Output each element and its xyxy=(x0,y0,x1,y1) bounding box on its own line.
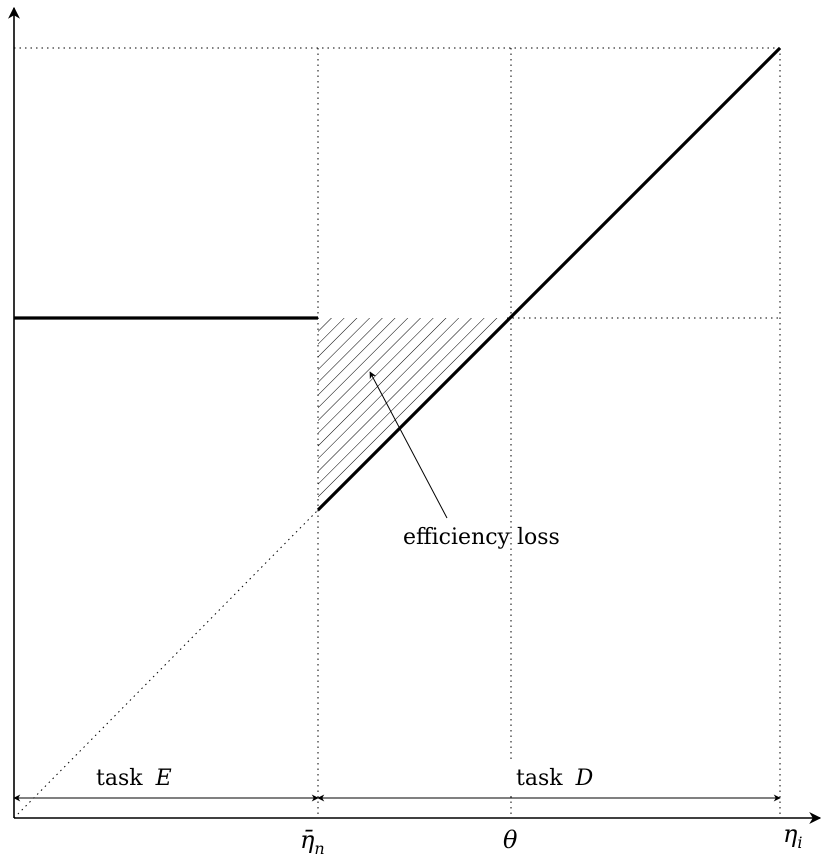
diagonal-segment xyxy=(316,46,782,512)
annotation-arrow xyxy=(369,371,448,519)
tick-theta: θ xyxy=(503,826,518,854)
x-axis-label: ηi xyxy=(783,820,803,852)
task-e-label: task E xyxy=(96,766,172,791)
task-d-label: task D xyxy=(516,766,594,791)
efficiency-loss-label: efficiency loss xyxy=(403,525,560,550)
diagonal-extension-line xyxy=(13,509,319,819)
tick-eta-bar-n: η̄n xyxy=(300,826,325,855)
